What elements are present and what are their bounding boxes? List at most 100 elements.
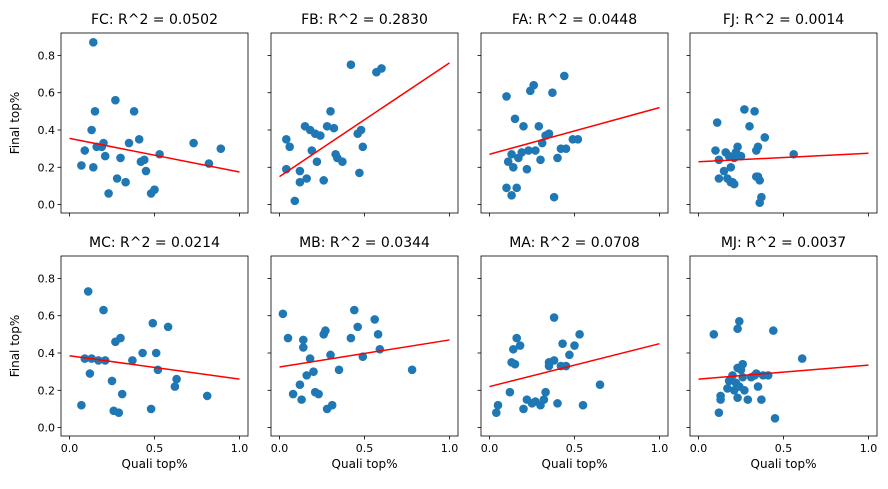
data-point [356, 125, 366, 135]
data-point [509, 163, 518, 172]
data-point [716, 391, 725, 401]
x-axis-label: Quali top% [751, 457, 817, 471]
data-point [170, 382, 180, 391]
data-point [290, 196, 300, 206]
data-point [519, 404, 528, 414]
data-point [104, 189, 113, 198]
data-point [316, 131, 325, 140]
data-point [565, 350, 574, 360]
data-point [738, 372, 747, 382]
data-point [714, 155, 724, 165]
y-tick-label: 0.6 [38, 310, 56, 323]
data-point [129, 107, 139, 116]
data-point [370, 315, 380, 324]
data-point [87, 125, 96, 135]
data-point [124, 138, 134, 148]
data-point [755, 198, 764, 208]
data-point [515, 341, 525, 350]
y-tick-label: 0.2 [38, 161, 56, 174]
data-point [117, 389, 127, 399]
data-point [733, 324, 742, 334]
data-point [503, 157, 513, 167]
data-point [322, 121, 332, 131]
data-point [112, 174, 122, 183]
data-point [282, 135, 291, 144]
data-point [561, 144, 571, 153]
data-point [570, 341, 579, 350]
data-point [373, 330, 383, 339]
data-point [150, 185, 159, 194]
data-point [505, 387, 515, 397]
data-point [77, 400, 86, 410]
data-point [509, 344, 518, 354]
fit-line [489, 342, 660, 388]
data-point [534, 121, 544, 131]
data-point [172, 374, 181, 384]
data-point [723, 384, 732, 393]
data-point [733, 393, 742, 403]
data-point [116, 153, 125, 163]
data-point [138, 348, 147, 358]
data-point [295, 166, 305, 176]
fit-line [69, 137, 240, 173]
data-point [350, 305, 359, 315]
data-point [549, 192, 559, 202]
data-point [327, 400, 337, 410]
data-point [326, 350, 335, 360]
data-point [507, 149, 516, 159]
x-axis-label: Quali top% [122, 457, 188, 471]
data-point [121, 177, 130, 187]
data-point [99, 305, 108, 315]
data-point [573, 135, 583, 144]
x-tick-label: 1.0 [441, 442, 459, 455]
data-point [151, 348, 161, 358]
data-point [134, 135, 144, 144]
y-tick-label: 0.4 [38, 124, 56, 137]
data-point [553, 399, 562, 408]
data-point [100, 151, 110, 161]
data-point [302, 371, 312, 380]
data-point [305, 354, 315, 363]
data-point [299, 335, 308, 345]
subplot-title: MB: R^2 = 0.0344 [299, 235, 430, 251]
data-point [735, 382, 744, 391]
data-point [522, 164, 532, 174]
y-tick-label: 0.0 [38, 199, 56, 212]
y-tick-label: 0.6 [38, 87, 56, 100]
subplot-5: MC: R^2 = 0.0214 0.0 0.5 1.0 0.0 0.2 0.4 0.6 0.8… [8, 235, 249, 471]
data-points [711, 105, 798, 208]
data-point [312, 157, 322, 167]
data-point [731, 148, 741, 157]
data-point [536, 155, 545, 165]
subplot-title: MJ: R^2 = 0.0037 [721, 235, 846, 251]
x-tick-label: 0.0 [481, 442, 499, 455]
data-point [519, 121, 528, 131]
data-point [111, 95, 120, 105]
data-point [492, 408, 501, 417]
data-point [295, 380, 305, 390]
data-point [522, 395, 532, 404]
data-point [285, 142, 295, 152]
data-point [140, 155, 149, 165]
data-point [146, 404, 156, 414]
subplot-1: FC: R^2 = 0.0502 0.0 0.2 0.4 0.6 0.8 Final top… [8, 12, 249, 217]
data-point [529, 80, 538, 90]
subplot-title: MC: R^2 = 0.0214 [89, 235, 220, 251]
y-axis-label: Final top% [8, 315, 22, 378]
fit-line [489, 106, 660, 155]
data-point [750, 107, 759, 116]
y-tick-label: 0.8 [38, 49, 56, 62]
data-point [757, 395, 766, 404]
data-point [346, 60, 356, 70]
data-point [107, 376, 117, 386]
data-point [769, 326, 778, 335]
y-tick-label: 0.4 [38, 347, 56, 360]
data-point [338, 157, 347, 167]
data-point [297, 395, 306, 404]
data-point [346, 333, 356, 343]
data-point [377, 64, 386, 73]
y-axis-label: Final top% [8, 92, 22, 155]
data-point [80, 146, 90, 155]
x-tick-label: 0.5 [775, 442, 793, 455]
data-point [510, 114, 520, 124]
